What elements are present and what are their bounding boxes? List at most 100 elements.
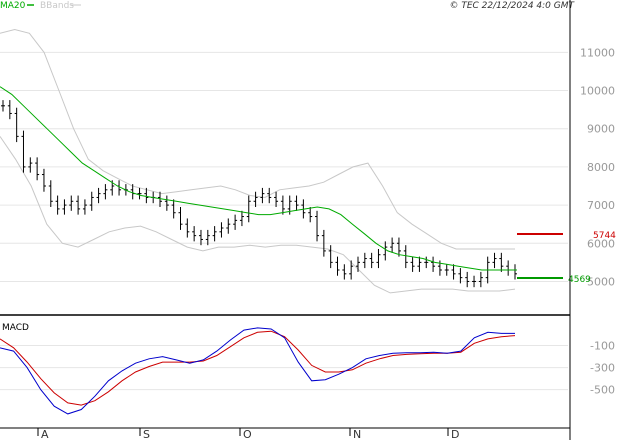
- legend-ma20: MA20: [0, 1, 26, 11]
- price-bar: [349, 260, 354, 280]
- legend: MA20 BBands: [0, 1, 81, 11]
- price-bar: [383, 241, 388, 261]
- ma20-line: [0, 86, 517, 271]
- levels: 5744 4569: [517, 231, 616, 285]
- signal-line: [0, 330, 516, 406]
- price-bar: [192, 226, 197, 242]
- price-tick-label: 9000: [587, 123, 615, 136]
- price-bar: [369, 252, 374, 269]
- price-bar: [158, 191, 163, 207]
- price-bar: [69, 195, 74, 211]
- macd-grid: [0, 345, 568, 391]
- price-bar: [21, 130, 26, 173]
- price-bar: [506, 260, 511, 276]
- price-bar: [451, 264, 456, 280]
- support-label: 4569: [568, 275, 591, 285]
- price-bar: [355, 256, 360, 272]
- macd-axis: -100 -300 -500: [590, 340, 615, 397]
- price-bar: [362, 252, 367, 269]
- bband-lower: [0, 136, 516, 294]
- price-bar: [403, 245, 408, 269]
- price-bar: [396, 237, 401, 257]
- price-bar: [280, 195, 285, 215]
- price-bar: [335, 256, 340, 276]
- price-bar: [144, 187, 149, 204]
- price-bar: [48, 180, 53, 207]
- price-bar: [342, 264, 347, 280]
- price-bar: [226, 218, 231, 234]
- price-bar: [205, 229, 210, 246]
- price-bar: [76, 195, 81, 215]
- price-bar: [55, 195, 60, 215]
- price-tick-label: 5000: [587, 275, 615, 288]
- price-bar: [499, 252, 504, 272]
- price-bar: [14, 107, 19, 143]
- price-bar: [472, 275, 477, 288]
- price-bar: [294, 195, 299, 211]
- price-bar: [444, 264, 449, 276]
- price-bar: [62, 199, 67, 215]
- price-bar: [458, 268, 463, 284]
- price-tick-label: 10000: [580, 85, 615, 98]
- price-bar: [198, 229, 203, 246]
- price-bar: [1, 100, 5, 112]
- month-label-A: A: [41, 428, 49, 440]
- price-tick-label: 6000: [587, 237, 615, 250]
- price-bar: [431, 256, 436, 272]
- price-bar: [212, 226, 217, 242]
- price-bar: [89, 191, 94, 211]
- price-bar: [233, 214, 238, 230]
- price-bar: [178, 207, 183, 230]
- price-tick-label: 11000: [580, 46, 615, 59]
- price-bar: [219, 222, 224, 238]
- copyright-text: © TEC 22/12/2024 4:0 GMT: [449, 1, 575, 11]
- price-bar: [424, 256, 429, 269]
- price-bar: [315, 210, 320, 242]
- price-tick-label: 7000: [587, 199, 615, 212]
- macd-line: [0, 327, 515, 415]
- legend-bbands: BBands: [40, 1, 74, 11]
- price-bar: [513, 264, 517, 280]
- resistance-label: 5744: [593, 231, 616, 241]
- price-bar: [321, 229, 326, 257]
- price-bar: [246, 195, 251, 223]
- bband-upper: [0, 28, 515, 250]
- price-bar: [410, 256, 415, 272]
- price-bars: [1, 100, 517, 288]
- price-bar: [376, 249, 381, 269]
- price-bar: [274, 191, 279, 207]
- month-label-N: N: [353, 428, 361, 440]
- price-bar: [7, 100, 12, 120]
- macd-tick-label: -500: [590, 384, 615, 397]
- ma20-series: [0, 86, 517, 271]
- price-bar: [35, 157, 40, 181]
- price-bar: [82, 199, 87, 215]
- month-label-O: O: [243, 428, 252, 440]
- price-bar: [164, 195, 169, 211]
- price-bar: [260, 187, 265, 204]
- price-bar: [417, 256, 422, 272]
- price-bar: [308, 207, 313, 223]
- price-bar: [267, 187, 272, 204]
- macd-title: MACD: [2, 323, 29, 333]
- price-bar: [103, 184, 108, 200]
- price-axis: 5000 6000 7000 8000 9000 10000 11000: [580, 46, 615, 288]
- price-bar: [492, 252, 497, 269]
- price-bar: [41, 168, 46, 192]
- macd-series: [0, 327, 516, 415]
- price-tick-label: 8000: [587, 161, 615, 174]
- price-bar: [171, 199, 176, 219]
- month-label-D: D: [451, 428, 459, 440]
- price-bar: [253, 191, 258, 207]
- price-bar: [137, 187, 142, 200]
- price-bar: [185, 218, 190, 238]
- macd-tick-label: -100: [590, 340, 615, 353]
- price-bar: [239, 210, 244, 227]
- price-bar: [328, 245, 333, 269]
- bollinger-bands: [0, 28, 516, 294]
- price-bar: [465, 271, 470, 288]
- price-grid: [0, 51, 568, 282]
- month-label-S: S: [143, 428, 150, 440]
